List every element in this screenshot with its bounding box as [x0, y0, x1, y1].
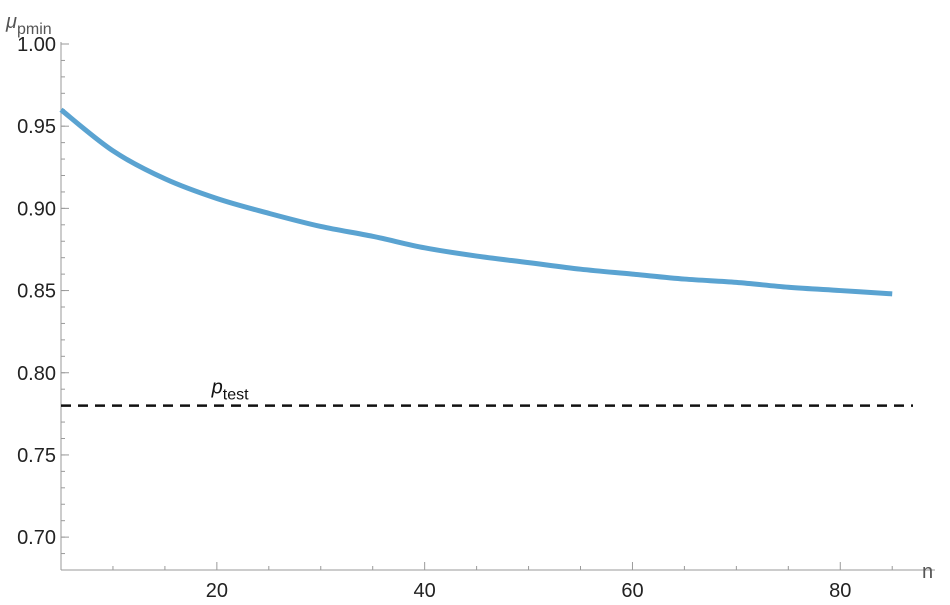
tick-marks: [61, 43, 893, 570]
x-tick-label: 60: [621, 580, 643, 602]
y-axis-title-base: μ: [5, 11, 17, 33]
y-axis-title: μpmin: [5, 11, 52, 38]
tick-labels: 0.70 0.75 0.80 0.85 0.90 0.95 1.00 20 40 60 80: [17, 34, 851, 602]
reference-label-sub: test: [223, 387, 249, 404]
reference-label-base: p: [211, 377, 223, 399]
y-axis-title-sub: pmin: [17, 21, 52, 38]
y-tick-label: 0.90: [17, 198, 56, 220]
y-tick-label: 0.95: [17, 116, 56, 138]
y-tick-label: 0.80: [17, 363, 56, 385]
y-tick-label: 0.85: [17, 281, 56, 303]
axes: [60, 42, 935, 571]
series-layer: [59, 107, 893, 297]
reference-layer: ptest: [61, 377, 913, 407]
x-tick-label: 20: [206, 580, 228, 602]
x-tick-label: 40: [414, 580, 436, 602]
x-axis-title: n: [922, 561, 933, 583]
y-tick-label: 1.00: [17, 34, 56, 56]
reference-line-label: ptest: [211, 377, 249, 404]
x-tick-label: 80: [829, 580, 851, 602]
y-tick-label: 0.70: [17, 527, 56, 549]
y-tick-label: 0.75: [17, 445, 56, 467]
series-line-0: [59, 107, 893, 297]
